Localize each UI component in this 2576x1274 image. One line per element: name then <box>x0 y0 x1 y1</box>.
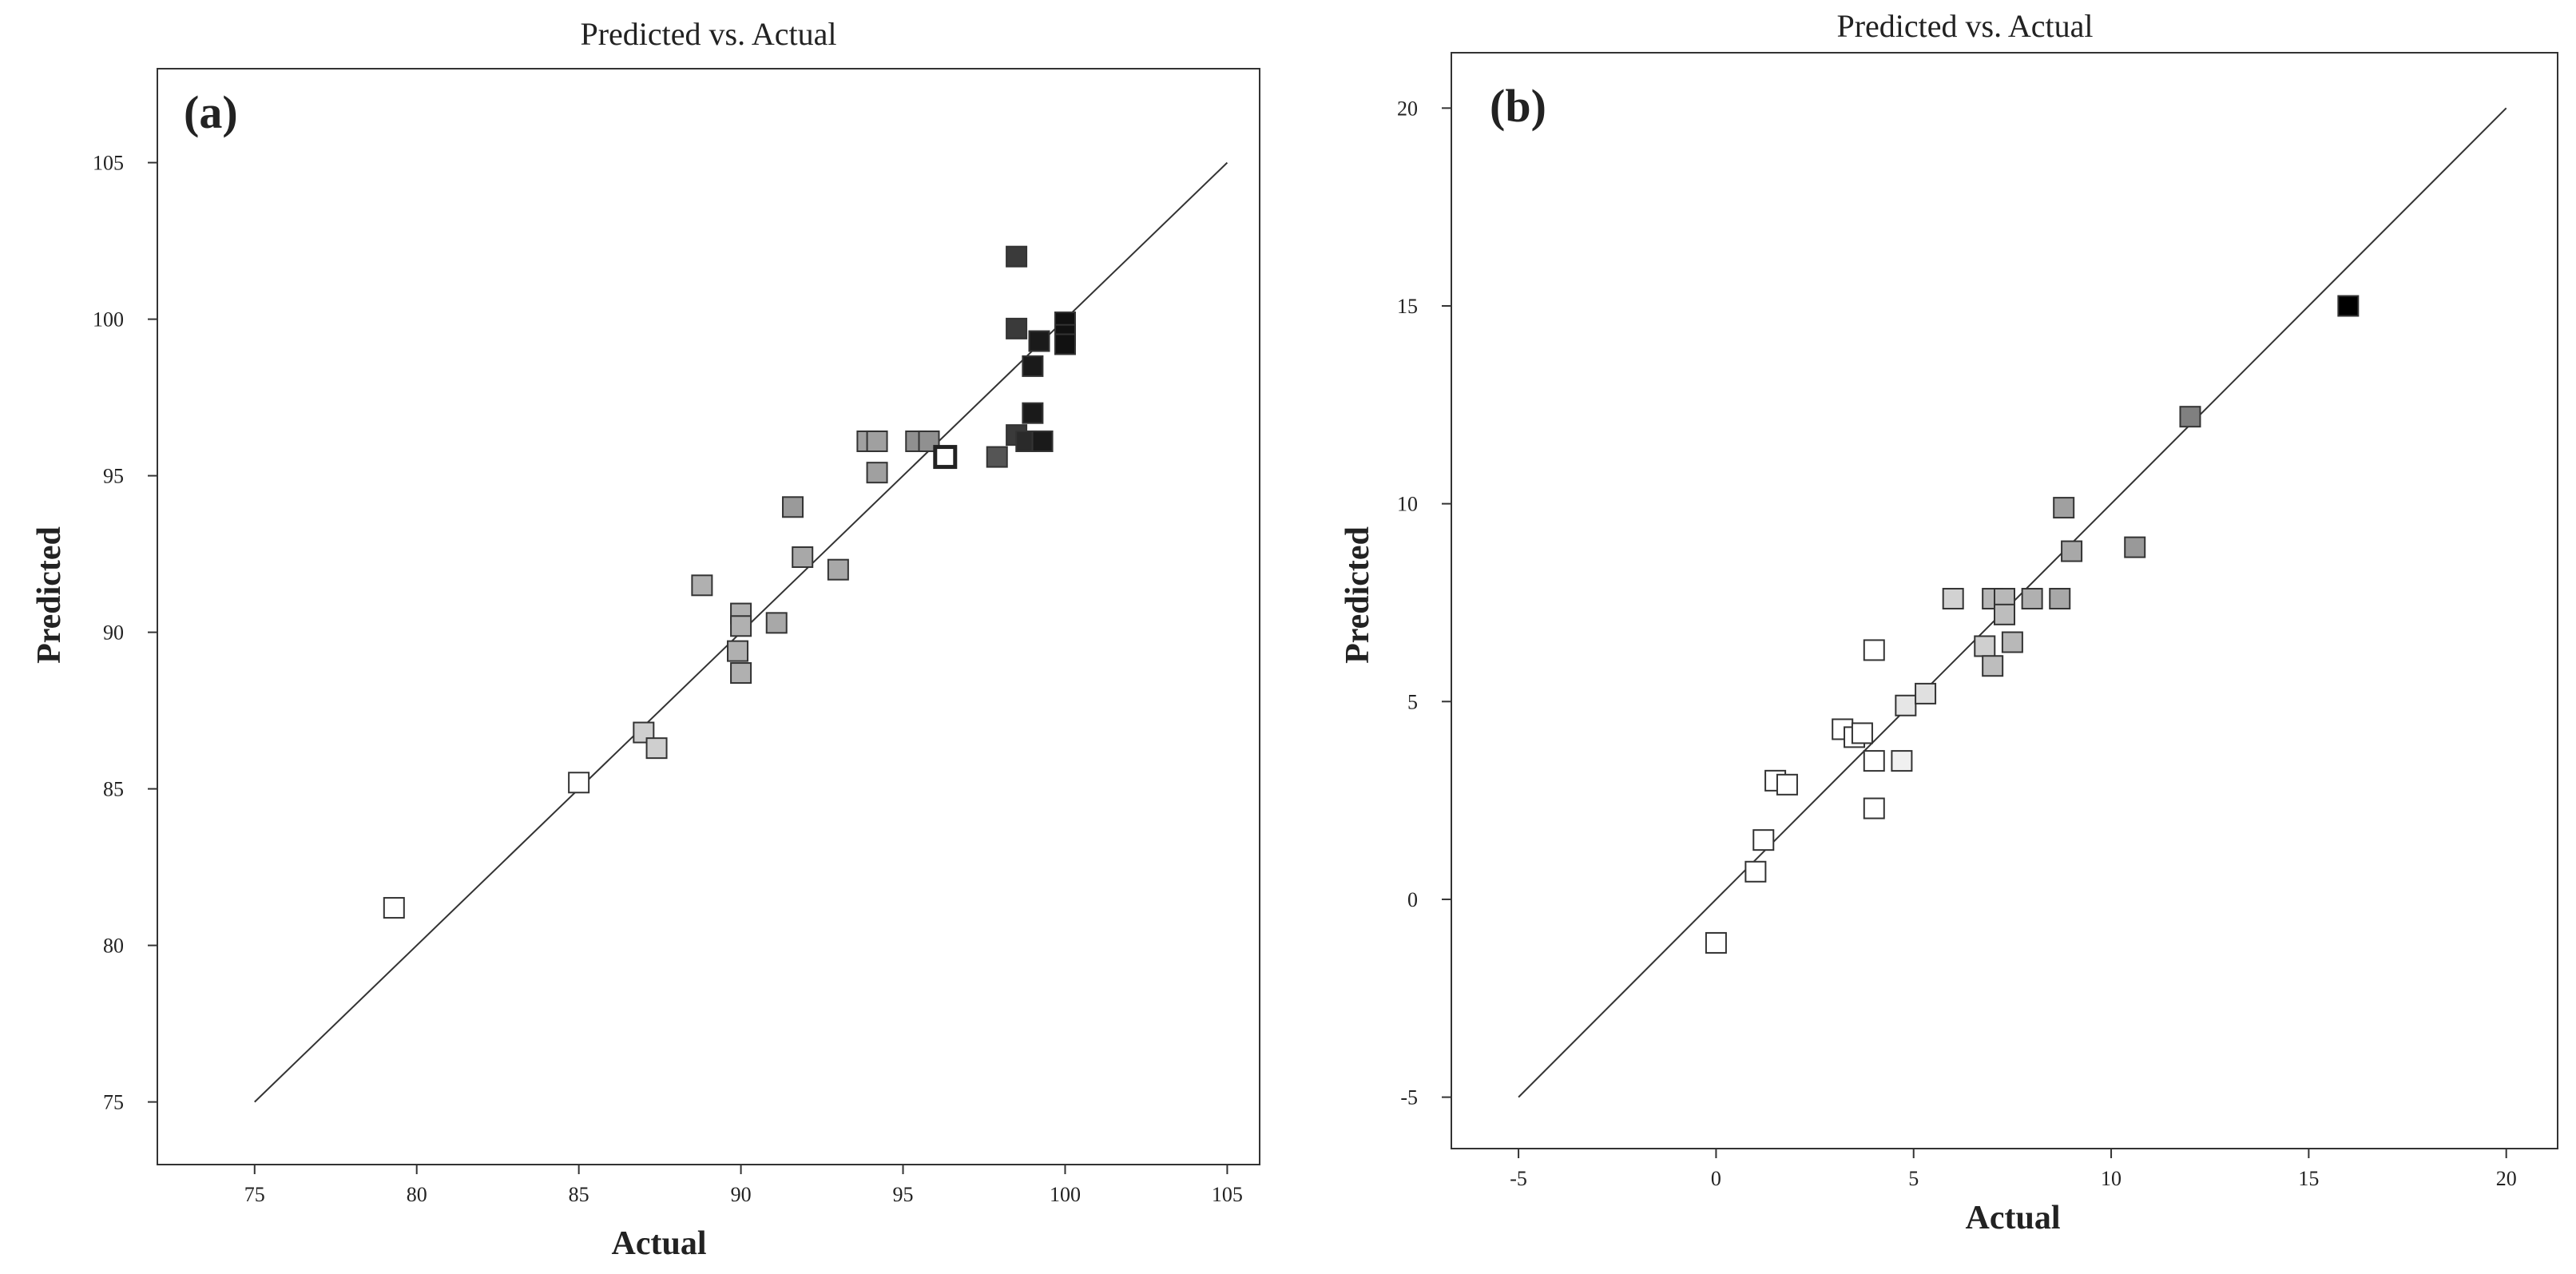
chart-a-y-tick-label: 85 <box>103 778 124 801</box>
chart-a-data-point <box>765 612 788 634</box>
chart-b-data-point <box>1915 682 1937 704</box>
chart-b-data-point <box>1863 797 1885 820</box>
chart-a-y-tick-label: 75 <box>103 1091 124 1114</box>
chart-b-data-point <box>1705 931 1727 954</box>
chart-b-x-tick-label: 15 <box>2298 1167 2319 1190</box>
chart-a-y-tick-label: 90 <box>103 621 124 645</box>
chart-b-y-tick-label: 5 <box>1407 690 1418 713</box>
chart-a-data-point <box>1006 245 1028 268</box>
chart-a-x-ticks: 75 80 85 90 95 100 105 <box>244 1165 1243 1206</box>
chart-a-x-tick-label: 95 <box>893 1183 914 1206</box>
chart-b-data-point <box>1863 639 1885 661</box>
chart-b-data-point <box>2179 406 2201 428</box>
chart-b-y-axis-label: Predicted <box>1340 526 1376 664</box>
chart-b-x-tick-label: -5 <box>1510 1167 1527 1190</box>
chart-b-panel-label: (b) <box>1490 80 1546 132</box>
chart-b-data-point <box>2021 588 2043 610</box>
chart-b-data-point <box>2337 295 2360 317</box>
chart-b-data-point <box>1942 588 1964 610</box>
chart-b-data-point <box>1851 722 1873 744</box>
chart-b-x-tick-label: 10 <box>2101 1167 2122 1190</box>
chart-b-data-point <box>2049 588 2071 610</box>
chart-a-x-tick-label: 80 <box>407 1183 427 1206</box>
chart-b-y-tick-label: -5 <box>1400 1086 1418 1109</box>
chart-a-x-tick-label: 85 <box>569 1183 589 1206</box>
chart-a-data-point <box>1031 430 1054 452</box>
chart-b-data-point <box>2001 631 2023 653</box>
chart-b-data-point <box>1744 860 1767 883</box>
chart-a-data-point <box>866 430 888 452</box>
chart-a-y-tick-label: 95 <box>103 465 124 488</box>
chart-panel-a: Predicted vs. Actual (a) 75 80 85 90 95 100 10… <box>31 16 1260 1262</box>
chart-a-data-point <box>691 574 713 597</box>
chart-a-data-point <box>383 897 405 919</box>
chart-b-data-point <box>1982 655 2004 677</box>
chart-b-data-point <box>2061 540 2083 562</box>
chart-b-data-point <box>1863 750 1885 772</box>
chart-b-data-point <box>1891 750 1913 772</box>
chart-b-x-tick-label: 20 <box>2496 1167 2517 1190</box>
chart-a-data-point <box>730 615 752 637</box>
chart-a-y-axis-label: Predicted <box>31 526 68 664</box>
chart-b-y-tick-label: 15 <box>1397 295 1418 318</box>
chart-b-data-point <box>1895 694 1917 716</box>
chart-panel-b: Predicted vs. Actual (b) -5 0 5 10 15 20 -5 0 5… <box>1340 8 2558 1236</box>
chart-b-data-point <box>2053 497 2075 519</box>
chart-b-data-point <box>2124 536 2146 558</box>
chart-a-data-point <box>730 662 752 685</box>
chart-a-data-point <box>727 640 749 662</box>
chart-a-data-point <box>827 558 849 581</box>
chart-b-x-tick-label: 5 <box>1908 1167 1919 1190</box>
chart-a-data-point <box>986 446 1008 468</box>
chart-a-data-point <box>1028 330 1050 352</box>
chart-b-y-tick-label: 10 <box>1397 493 1418 516</box>
chart-b-x-ticks: -5 0 5 10 15 20 <box>1510 1149 2517 1190</box>
chart-b-data-point <box>1752 829 1775 851</box>
chart-a-x-axis-label: Actual <box>612 1225 707 1262</box>
chart-a-x-tick-label: 90 <box>731 1183 752 1206</box>
chart-a-data-point <box>1022 402 1044 424</box>
chart-b-y-tick-label: 20 <box>1397 97 1418 120</box>
chart-a-x-tick-label: 105 <box>1212 1183 1243 1206</box>
chart-b-data-point <box>1776 773 1798 796</box>
chart-a-data-point <box>866 462 888 484</box>
chart-a-data-point <box>792 546 814 569</box>
chart-b-points <box>1705 295 2360 954</box>
chart-a-y-tick-label: 100 <box>93 308 124 331</box>
chart-b-data-point <box>1974 635 1996 657</box>
chart-b-y-ticks: -5 0 5 10 15 20 <box>1397 97 1451 1109</box>
chart-a-data-point <box>645 737 668 760</box>
chart-b-y-tick-label: 0 <box>1407 888 1418 911</box>
chart-b-data-point <box>1994 603 2015 625</box>
chart-a-x-tick-label: 75 <box>244 1183 265 1206</box>
chart-a-y-tick-label: 80 <box>103 935 124 958</box>
chart-a-data-point <box>1054 333 1076 355</box>
chart-a-data-point <box>568 772 590 794</box>
chart-b-x-tick-label: 0 <box>1711 1167 1721 1190</box>
chart-b-x-axis-label: Actual <box>1966 1200 2061 1236</box>
chart-a-data-point <box>782 496 804 518</box>
chart-a-points <box>383 245 1076 919</box>
chart-a-data-point <box>1022 355 1044 377</box>
chart-a-data-point <box>933 445 958 470</box>
chart-a-panel-label: (a) <box>184 86 238 138</box>
chart-a-x-tick-label: 100 <box>1050 1183 1081 1206</box>
chart-a-data-point <box>1006 317 1028 339</box>
chart-b-title: Predicted vs. Actual <box>1836 8 2093 44</box>
chart-a-y-tick-label: 105 <box>93 152 124 175</box>
chart-a-data-point <box>918 430 940 452</box>
chart-a-y-ticks: 75 80 85 90 95 100 105 <box>93 152 157 1114</box>
chart-a-title: Predicted vs. Actual <box>580 16 836 52</box>
chart-a-plot-area <box>157 68 1260 1165</box>
